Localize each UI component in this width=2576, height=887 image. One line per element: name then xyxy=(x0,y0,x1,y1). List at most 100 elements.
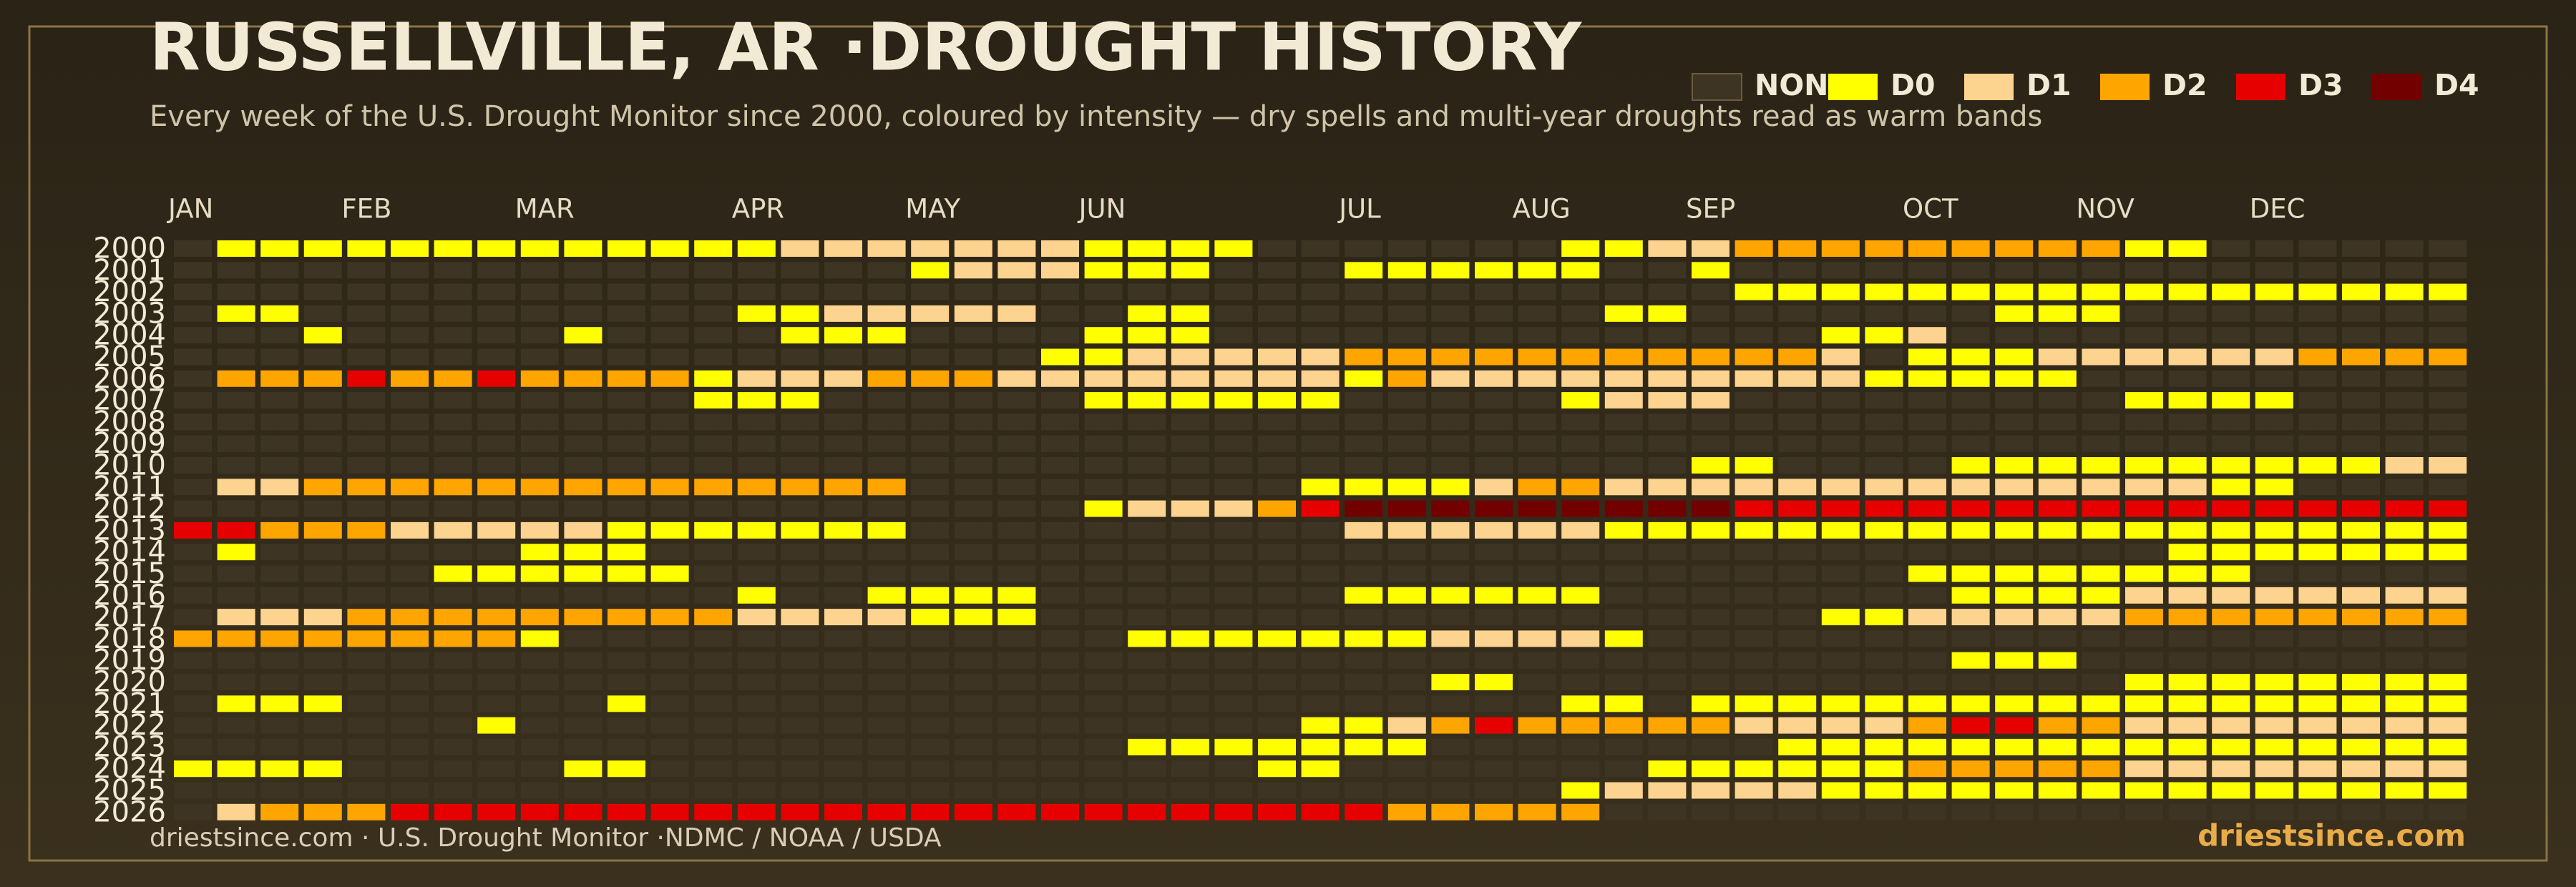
heat-cell xyxy=(1735,565,1773,582)
heat-cell xyxy=(867,695,906,712)
heat-cell xyxy=(608,327,645,344)
legend-swatch xyxy=(1828,74,1878,100)
heat-cell xyxy=(1301,674,1340,690)
heat-cell xyxy=(737,782,776,799)
heat-cell xyxy=(954,717,992,734)
heat-cell xyxy=(1041,305,1079,322)
heat-cell xyxy=(1951,738,1990,755)
heat-cell xyxy=(1301,413,1340,431)
y-tick-label: 2007 xyxy=(93,384,166,417)
heat-cell xyxy=(434,348,472,366)
heat-cell xyxy=(2125,609,2163,626)
heat-cell xyxy=(1692,587,1729,604)
heat-cell xyxy=(520,565,559,582)
heat-cell xyxy=(434,609,472,626)
heat-cell xyxy=(694,305,733,322)
heat-cell xyxy=(434,521,472,539)
heat-cell xyxy=(2082,782,2120,799)
heat-cell xyxy=(347,240,386,257)
heat-cell xyxy=(1821,521,1860,539)
heat-cell xyxy=(1778,521,1817,539)
heat-cell xyxy=(1865,717,1903,734)
heat-cell xyxy=(2342,630,2380,647)
heat-cell xyxy=(997,587,1036,604)
heat-cell xyxy=(1258,695,1296,712)
heat-cell xyxy=(1041,544,1079,561)
heat-cell xyxy=(1778,803,1817,820)
heat-cell xyxy=(2298,587,2337,604)
heat-cell xyxy=(2298,262,2337,279)
heat-cell xyxy=(737,479,776,496)
heat-cell xyxy=(824,674,862,690)
heat-cell xyxy=(477,803,516,820)
heat-cell xyxy=(1604,413,1643,431)
heat-cell xyxy=(2298,717,2337,734)
heat-cell xyxy=(1475,521,1513,539)
heat-cell xyxy=(911,695,950,712)
heat-cell xyxy=(911,413,950,431)
heat-cell xyxy=(1735,782,1773,799)
heat-cell xyxy=(1171,652,1209,669)
heat-cell xyxy=(1345,760,1383,778)
heat-cell xyxy=(2212,587,2250,604)
heat-cell xyxy=(2038,327,2077,344)
heat-cell xyxy=(347,630,386,647)
heat-cell xyxy=(1128,717,1166,734)
heat-cell xyxy=(1084,348,1123,366)
heat-cell xyxy=(1301,717,1340,734)
heat-cell xyxy=(1345,609,1383,626)
heat-cell xyxy=(1865,392,1903,409)
heat-cell xyxy=(1951,782,1990,799)
heat-cell xyxy=(1821,609,1860,626)
heat-cell xyxy=(303,262,342,279)
heat-cell xyxy=(781,305,819,322)
heat-cell xyxy=(303,479,342,496)
heat-cell xyxy=(2038,695,2077,712)
heat-cell xyxy=(260,240,299,257)
heat-cell xyxy=(2038,500,2077,517)
heat-cell xyxy=(781,370,819,387)
heat-cell xyxy=(1171,630,1209,647)
heat-cell xyxy=(2429,305,2467,322)
heat-cell xyxy=(1648,738,1687,755)
heat-cell xyxy=(1604,782,1643,799)
heat-cell xyxy=(608,803,645,820)
heat-cell xyxy=(737,305,776,322)
heat-cell xyxy=(391,240,429,257)
heat-cell xyxy=(737,695,776,712)
heat-cell xyxy=(997,327,1036,344)
heat-cell xyxy=(1821,738,1860,755)
heat-cell xyxy=(391,283,429,300)
heat-cell xyxy=(1475,262,1513,279)
heat-cell xyxy=(1345,327,1383,344)
heat-cell xyxy=(1214,500,1253,517)
heat-cell xyxy=(303,674,342,690)
heat-cell xyxy=(2082,738,2120,755)
heat-cell xyxy=(1041,738,1079,755)
heat-cell xyxy=(2082,370,2120,387)
heat-cell xyxy=(434,370,472,387)
heat-cell xyxy=(2255,565,2293,582)
heat-cell xyxy=(2385,803,2424,820)
heat-cell xyxy=(2385,630,2424,647)
heat-cell xyxy=(1865,457,1903,474)
heat-cell xyxy=(997,782,1036,799)
heat-cell xyxy=(1865,630,1903,647)
heat-cell xyxy=(260,500,299,517)
heat-cell xyxy=(564,760,602,778)
heat-cell xyxy=(1604,500,1643,517)
heat-cell xyxy=(347,565,386,582)
heat-cell xyxy=(1908,305,1946,322)
heat-cell xyxy=(1387,283,1426,300)
heat-cell xyxy=(1821,500,1860,517)
heat-cell xyxy=(1475,435,1513,452)
heat-cell xyxy=(737,521,776,539)
heat-cell xyxy=(867,370,906,387)
heat-cell xyxy=(911,738,950,755)
heat-cell xyxy=(608,240,645,257)
heat-cell xyxy=(217,544,255,561)
heat-cell xyxy=(867,392,906,409)
heat-cell xyxy=(608,674,645,690)
heat-cell xyxy=(608,544,645,561)
heat-cell xyxy=(303,695,342,712)
